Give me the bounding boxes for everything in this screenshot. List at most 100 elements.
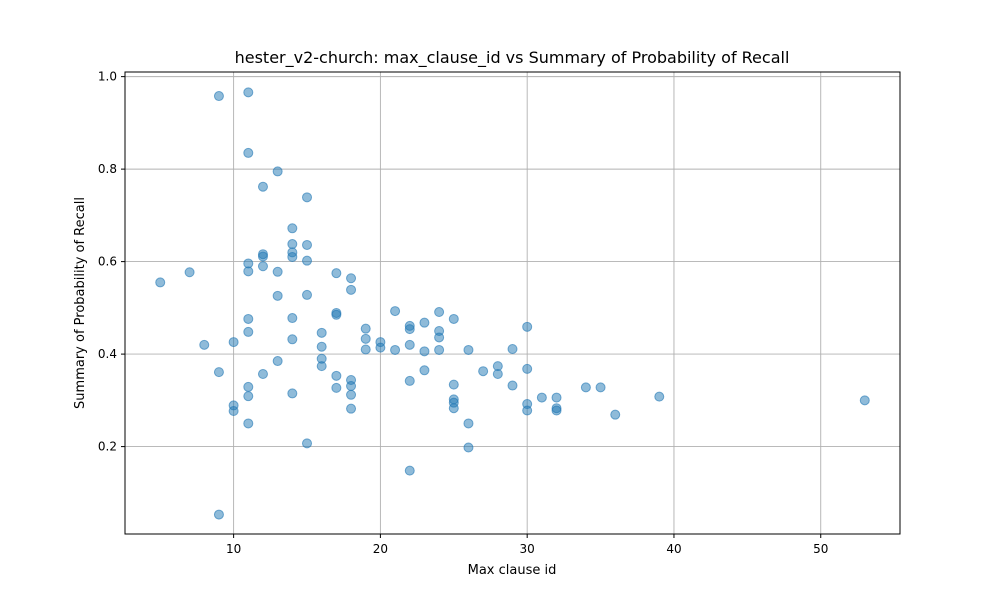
scatter-point <box>331 268 342 279</box>
scatter-point <box>287 334 298 345</box>
scatter-point <box>507 380 518 391</box>
scatter-point <box>522 405 533 416</box>
scatter-point <box>257 251 268 262</box>
x-tick-label: 30 <box>520 542 535 556</box>
scatter-point <box>478 366 489 377</box>
x-tick-label: 50 <box>813 542 828 556</box>
scatter-point <box>507 344 518 355</box>
scatter-point <box>257 261 268 272</box>
scatter-point <box>272 356 283 367</box>
points-layer <box>155 87 870 520</box>
scatter-point <box>287 388 298 399</box>
scatter-point <box>272 266 283 277</box>
scatter-point <box>522 363 533 374</box>
scatter-point <box>610 409 621 420</box>
scatter-point <box>463 344 474 355</box>
scatter-point <box>302 438 313 449</box>
scatter-point <box>287 251 298 262</box>
scatter-point <box>243 266 254 277</box>
scatter-point <box>463 442 474 453</box>
scatter-point <box>243 147 254 158</box>
scatter-point <box>346 403 357 414</box>
scatter-point <box>228 337 239 348</box>
scatter-point <box>551 392 562 403</box>
y-axis-label: Summary of Probability of Recall <box>73 197 88 409</box>
scatter-point <box>360 344 371 355</box>
scatter-point <box>316 341 327 352</box>
x-tick-label: 20 <box>373 542 388 556</box>
y-tick-label: 0.8 <box>98 162 117 176</box>
scatter-point <box>331 309 342 320</box>
scatter-point <box>272 290 283 301</box>
scatter-point <box>302 289 313 300</box>
scatter-point <box>287 223 298 234</box>
scatter-point <box>434 307 445 318</box>
x-axis-label: Max clause id <box>468 563 557 578</box>
scatter-point <box>448 313 459 324</box>
scatter-point <box>243 418 254 429</box>
x-tick-label: 10 <box>226 542 241 556</box>
scatter-point <box>184 267 195 278</box>
scatter-point <box>213 91 224 102</box>
scatter-point <box>346 273 357 284</box>
y-tick-label: 0.4 <box>98 347 117 361</box>
y-tick-label: 1.0 <box>98 70 117 84</box>
scatter-point <box>404 375 415 386</box>
scatter-point <box>243 381 254 392</box>
scatter-point <box>302 192 313 203</box>
scatter-point <box>346 284 357 295</box>
scatter-point <box>346 389 357 400</box>
scatter-point <box>155 277 166 288</box>
scatter-point <box>316 361 327 372</box>
chart-title: hester_v2-church: max_clause_id vs Summa… <box>235 48 790 68</box>
grid-layer <box>125 72 900 534</box>
scatter-point <box>404 465 415 476</box>
scatter-point <box>199 339 210 350</box>
scatter-point <box>302 255 313 266</box>
scatter-point <box>390 306 401 317</box>
scatter-point <box>243 326 254 337</box>
y-tick-label: 0.2 <box>98 440 117 454</box>
scatter-point <box>272 166 283 177</box>
scatter-point <box>419 317 430 328</box>
scatter-point <box>243 391 254 402</box>
scatter-point <box>536 392 547 403</box>
scatter-point <box>302 239 313 250</box>
scatter-point <box>331 370 342 381</box>
scatter-point <box>228 405 239 416</box>
scatter-point <box>551 405 562 416</box>
scatter-point <box>213 367 224 378</box>
scatter-point <box>287 313 298 324</box>
scatter-point <box>580 382 591 393</box>
x-tick-label: 40 <box>666 542 681 556</box>
scatter-point <box>243 87 254 98</box>
scatter-point <box>257 368 268 379</box>
scatter-point <box>243 313 254 324</box>
ticks-layer: 10 20 30 40 50 0.2 0.4 0.6 0.8 1.0 <box>98 70 828 556</box>
scatter-point <box>522 321 533 332</box>
scatter-point <box>316 327 327 338</box>
scatter-point <box>434 332 445 343</box>
scatter-point <box>404 339 415 350</box>
scatter-point <box>287 239 298 250</box>
scatter-point <box>434 344 445 355</box>
scatter-point <box>463 418 474 429</box>
scatter-point <box>419 346 430 357</box>
scatter-point <box>213 509 224 520</box>
scatter-point <box>257 181 268 192</box>
scatter-point <box>492 368 503 379</box>
plot-frame <box>124 71 901 535</box>
scatter-point <box>346 381 357 392</box>
scatter-point <box>419 365 430 376</box>
scatter-point <box>859 395 870 406</box>
scatter-point <box>654 391 665 402</box>
scatter-point <box>375 342 386 353</box>
scatter-point <box>331 382 342 393</box>
scatter-point <box>404 324 415 335</box>
scatter-point <box>448 403 459 414</box>
scatter-point <box>390 344 401 355</box>
scatter-point <box>448 379 459 390</box>
scatter-point <box>360 333 371 344</box>
